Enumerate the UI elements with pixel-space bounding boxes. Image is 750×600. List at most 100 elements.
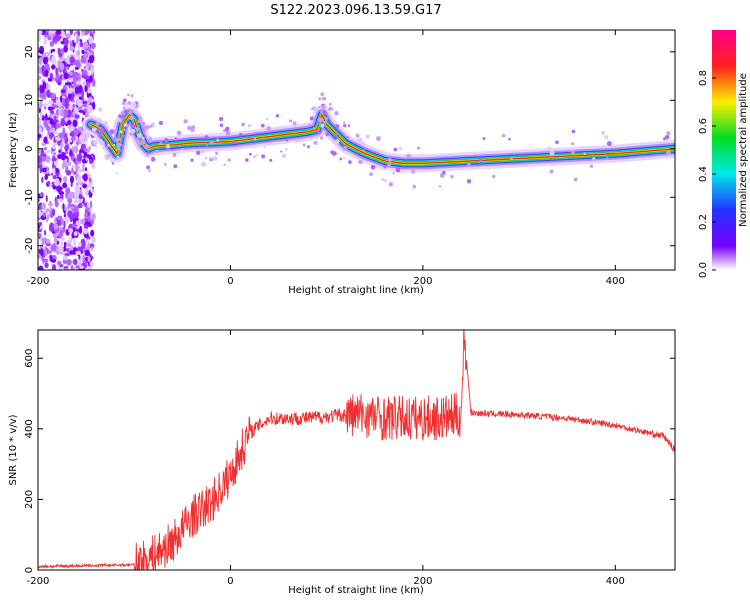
- noise-speck: [49, 72, 54, 80]
- noise-speck: [67, 161, 72, 167]
- noise-speck: [58, 52, 63, 58]
- noise-speck: [41, 202, 47, 210]
- noise-speck: [71, 135, 76, 142]
- ridge-scatter: [492, 174, 496, 179]
- snr-panel: -200 0 200 400 0 200 400 600 Height of straigh…: [8, 329, 676, 596]
- noise-speck: [90, 229, 95, 237]
- ridge-scatter: [573, 177, 578, 182]
- noise-speck: [54, 237, 58, 244]
- ridge-scatter: [314, 136, 318, 140]
- ridge-scatter: [318, 97, 322, 101]
- y-tick-label: -20: [24, 238, 35, 254]
- noise-speck: [80, 218, 86, 225]
- noise-speck: [63, 37, 69, 47]
- ridge-scatter: [164, 138, 169, 143]
- colorbar-tick-label: 0.0: [698, 262, 709, 278]
- noise-speck: [44, 106, 47, 110]
- noise-speck: [84, 167, 88, 172]
- noise-speck: [42, 245, 46, 250]
- x-tick-label: -200: [27, 576, 50, 587]
- noise-speck: [76, 49, 80, 56]
- noise-speck: [38, 221, 43, 227]
- noise-speck: [56, 215, 63, 221]
- noise-speck: [69, 203, 76, 207]
- noise-speck: [77, 30, 81, 37]
- noise-speck: [59, 237, 65, 241]
- noise-speck: [69, 250, 75, 255]
- noise-speck: [59, 198, 63, 203]
- ridge-scatter: [180, 148, 184, 151]
- ridge-scatter: [143, 128, 147, 133]
- ridge-scatter: [410, 169, 415, 174]
- noise-speck: [68, 104, 73, 111]
- noise-speck: [49, 132, 53, 140]
- noise-speck: [57, 231, 64, 238]
- noise-speck: [79, 265, 85, 269]
- noise-speck: [67, 210, 73, 218]
- ridge-scatter: [343, 121, 346, 124]
- ridge-scatter: [280, 150, 283, 153]
- ridge-scatter: [138, 116, 143, 121]
- x-tick-label: 0: [227, 276, 233, 287]
- colorbar-tick-label: 0.6: [698, 118, 709, 134]
- spectrogram-ylabel: Frequency (Hz): [8, 112, 19, 188]
- noise-speck: [86, 51, 93, 56]
- noise-speck: [78, 87, 82, 94]
- noise-speck: [84, 221, 91, 226]
- noise-speck: [80, 57, 87, 64]
- ridge-scatter: [555, 140, 559, 145]
- ridge-scatter: [466, 163, 471, 167]
- noise-speck: [88, 54, 95, 63]
- ridge-scatter: [571, 129, 576, 134]
- noise-speck: [52, 175, 57, 180]
- ridge-scatter: [416, 146, 421, 150]
- ridge-scatter: [116, 146, 121, 151]
- ridge-scatter: [393, 147, 398, 152]
- noise-speck: [60, 117, 66, 127]
- noise-speck: [57, 245, 64, 253]
- noise-speck: [63, 267, 69, 270]
- ridge-scatter: [347, 124, 351, 127]
- ridge-scatter: [227, 158, 231, 162]
- noise-speck: [64, 150, 69, 155]
- colorbar-ticks: 0.0 0.2 0.4 0.6 0.8: [698, 70, 716, 278]
- spectrogram-panel: -200 0 200 400 -20 -10 0 10 20 Height of straig…: [8, 29, 676, 296]
- ridge-scatter: [442, 170, 446, 175]
- ridge-scatter: [355, 133, 360, 138]
- noise-speck: [57, 60, 62, 67]
- noise-speck: [77, 203, 83, 209]
- noise-speck: [52, 121, 56, 125]
- noise-speck: [73, 258, 78, 266]
- ridge-scatter: [342, 146, 348, 152]
- ridge-scatter: [334, 133, 338, 137]
- ridge-scatter: [122, 98, 127, 103]
- ridge-scatter: [146, 165, 151, 170]
- ridge-scatter: [144, 144, 150, 150]
- noise-speck: [66, 240, 71, 244]
- ridge-scatter: [365, 134, 370, 139]
- ridge-scatter: [102, 143, 105, 146]
- noise-speck: [84, 84, 88, 93]
- noise-speck: [41, 92, 47, 100]
- ridge-scatter: [289, 119, 293, 123]
- ridge-scatter: [149, 124, 153, 128]
- ridge-scatter: [438, 185, 442, 188]
- noise-speck: [64, 134, 67, 138]
- noise-speck: [38, 133, 42, 139]
- ridge-scatter: [119, 143, 123, 147]
- noise-speck: [59, 95, 63, 104]
- ridge-scatter: [204, 156, 208, 160]
- colorbar-gradient: [712, 30, 736, 270]
- ridge-scatter: [666, 150, 671, 156]
- noise-speck: [74, 158, 79, 166]
- noise-speck: [50, 49, 53, 54]
- noise-speck: [84, 146, 87, 153]
- ridge-scatter: [165, 144, 171, 149]
- noise-speck: [74, 114, 80, 119]
- noise-speck: [48, 100, 54, 106]
- noise-speck: [38, 233, 42, 238]
- ridge-scatter: [131, 102, 137, 107]
- ridge-scatter: [115, 172, 119, 175]
- noise-speck: [85, 65, 89, 72]
- colorbar-tick-label: 0.4: [698, 166, 709, 182]
